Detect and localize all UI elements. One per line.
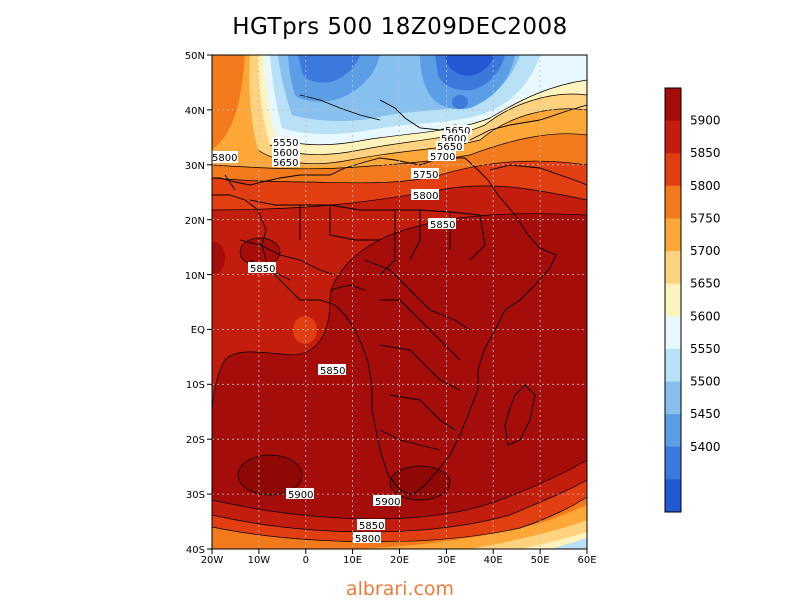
contour-label: 5550 <box>272 137 300 149</box>
colorbar-label: 5700 <box>690 244 721 258</box>
svg-text:5800: 5800 <box>355 534 380 545</box>
colorbar-label: 5450 <box>690 407 721 421</box>
svg-text:5850: 5850 <box>359 521 384 532</box>
svg-text:5800: 5800 <box>413 191 438 202</box>
lat-axis: 50N 40N 30N 20N 10N EQ 10S 20S 30S 40S <box>185 51 212 556</box>
colorbar-swatch <box>665 348 681 383</box>
svg-text:5850: 5850 <box>430 220 455 231</box>
colorbar-swatch <box>665 251 681 285</box>
contour-label: 5850 <box>357 519 385 532</box>
colorbar-frame <box>664 87 682 513</box>
svg-text:5600: 5600 <box>273 148 298 159</box>
lon-tick-label: 10E <box>343 555 362 566</box>
colorbar-label: 5800 <box>690 179 721 193</box>
coastlines <box>212 94 587 496</box>
contour-label: 5850 <box>318 364 346 377</box>
svg-text:5800: 5800 <box>212 153 237 164</box>
grid-lines <box>212 55 587 549</box>
contour-label: 5850 <box>248 262 276 275</box>
colorbar-swatch <box>665 218 681 252</box>
contour-label: 5750 <box>411 168 439 181</box>
svg-text:5850: 5850 <box>250 264 275 275</box>
svg-text:5650: 5650 <box>445 126 470 137</box>
lat-tick-label: 40N <box>185 106 205 117</box>
colorbar-label: 5650 <box>690 277 721 291</box>
lon-tick-label: 20W <box>201 555 224 566</box>
lon-tick-label: 40E <box>484 555 503 566</box>
contour-label: 5800 <box>353 532 381 545</box>
colorbar-label: 5400 <box>690 440 721 454</box>
lat-tick-label: 10N <box>185 271 205 282</box>
svg-text:5650: 5650 <box>273 158 298 169</box>
colorbar-label: 5850 <box>690 146 721 160</box>
colorbar-label: 5500 <box>690 375 721 389</box>
colorbar-label: 5750 <box>690 211 721 225</box>
colorbar-swatch <box>665 120 681 154</box>
svg-text:5600: 5600 <box>441 134 466 145</box>
lat-tick-label: 40S <box>186 545 205 556</box>
contour-label: 5850 <box>428 218 456 231</box>
contour-label: 5900 <box>373 495 401 508</box>
colorbar-swatch <box>665 381 681 415</box>
lat-tick-label: 30S <box>186 490 205 501</box>
map-title: HGTprs 500 18Z09DEC2008 <box>232 14 568 40</box>
colorbar-swatch <box>665 479 681 513</box>
contour-label: 5650 <box>444 125 472 137</box>
svg-text:5550: 5550 <box>273 138 298 149</box>
colorbar-swatch <box>665 153 681 187</box>
svg-text:5900: 5900 <box>375 497 400 508</box>
svg-text:5700: 5700 <box>430 152 455 163</box>
contour-label: 5800 <box>411 189 439 202</box>
contour-label: 5650 <box>436 141 464 153</box>
contour-label: 5600 <box>440 133 468 145</box>
contour-label: 5700 <box>428 150 456 163</box>
lon-tick-label: 60E <box>577 555 596 566</box>
svg-text:5750: 5750 <box>413 170 438 181</box>
lon-tick-label: 10W <box>248 555 271 566</box>
colorbar: 5900 5850 5800 5750 5700 5650 5600 5550 5500 5450… <box>664 87 721 513</box>
lon-tick-label: 30E <box>437 555 456 566</box>
colorbar-label: 5900 <box>690 114 721 128</box>
colorbar-swatch <box>665 316 681 350</box>
watermark: albrari.com <box>345 578 455 600</box>
contour-label: 5900 <box>286 488 314 501</box>
lat-tick-label: 20S <box>186 435 205 446</box>
colorbar-swatch <box>665 446 681 480</box>
lat-tick-label: 10S <box>186 380 205 391</box>
svg-text:5850: 5850 <box>320 366 345 377</box>
contour-label: 5600 <box>272 147 300 159</box>
contour-label: 5650 <box>272 157 300 169</box>
lon-tick-label: 50E <box>531 555 550 566</box>
lat-tick-label: 30N <box>185 161 205 172</box>
lat-tick-label: EQ <box>191 325 205 336</box>
lat-tick-label: 50N <box>185 51 205 62</box>
lon-tick-label: 0 <box>303 555 309 566</box>
svg-text:5650: 5650 <box>437 142 462 153</box>
colorbar-swatch <box>665 414 681 448</box>
lon-tick-label: 20E <box>390 555 409 566</box>
contour-fill: 5800 5550 5600 5650 5650 5600 5650 5700 … <box>212 55 587 549</box>
colorbar-label: 5600 <box>690 309 721 323</box>
svg-text:5900: 5900 <box>288 490 313 501</box>
contour-labels: 5800 5550 5600 5650 5650 5600 5650 5700 … <box>212 125 472 545</box>
colorbar-swatch <box>665 88 681 122</box>
contour-label: 5800 <box>212 151 238 164</box>
colorbar-label: 5550 <box>690 342 721 356</box>
colorbar-swatch <box>665 185 681 219</box>
lat-tick-label: 20N <box>185 216 205 227</box>
lon-axis: 20W 10W 0 10E 20E 30E 40E 50E 60E <box>201 549 597 566</box>
colorbar-swatch <box>665 283 681 317</box>
